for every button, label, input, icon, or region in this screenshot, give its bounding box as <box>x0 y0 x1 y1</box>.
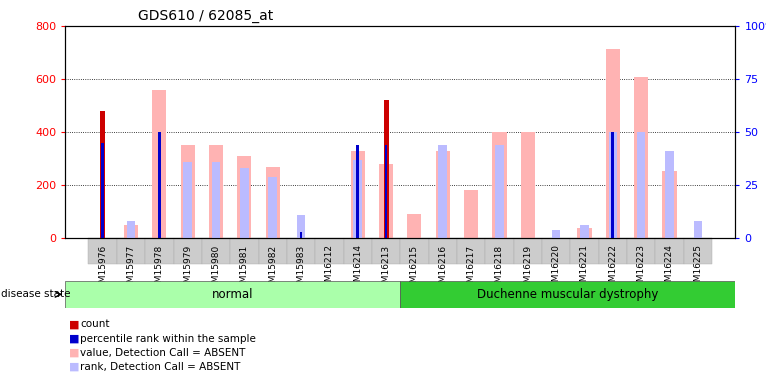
Text: ■: ■ <box>69 362 80 372</box>
Bar <box>655 238 683 264</box>
Bar <box>259 238 287 264</box>
Bar <box>495 145 504 238</box>
Bar <box>408 214 421 238</box>
Bar <box>240 168 249 238</box>
Bar <box>637 132 646 238</box>
Bar <box>183 162 192 238</box>
Bar <box>401 281 735 308</box>
Bar <box>344 238 372 264</box>
Bar <box>146 238 174 264</box>
Bar <box>316 238 344 264</box>
Bar <box>428 238 457 264</box>
Bar <box>101 143 104 238</box>
Bar <box>268 177 277 238</box>
Text: ■: ■ <box>69 320 80 329</box>
Bar <box>89 238 117 264</box>
Bar <box>606 49 620 238</box>
Bar <box>385 145 388 238</box>
Bar <box>457 238 485 264</box>
Text: value, Detection Call = ABSENT: value, Detection Call = ABSENT <box>80 348 246 358</box>
Text: Duchenne muscular dystrophy: Duchenne muscular dystrophy <box>477 288 659 301</box>
Bar <box>598 238 627 264</box>
Text: percentile rank within the sample: percentile rank within the sample <box>80 334 257 344</box>
Bar <box>542 238 570 264</box>
Bar <box>608 132 617 238</box>
Bar <box>611 132 614 238</box>
Bar <box>351 151 365 238</box>
Bar <box>158 132 161 238</box>
Bar <box>485 238 513 264</box>
Bar <box>665 151 674 238</box>
Bar <box>513 238 542 264</box>
Text: count: count <box>80 320 110 329</box>
Bar <box>627 238 655 264</box>
Bar <box>578 228 591 238</box>
Bar <box>181 146 195 238</box>
Bar <box>683 238 712 264</box>
Bar <box>493 132 506 238</box>
Bar <box>464 190 478 238</box>
Bar <box>634 76 648 238</box>
Bar <box>384 100 388 238</box>
Bar <box>296 215 306 238</box>
Text: GDS610 / 62085_at: GDS610 / 62085_at <box>138 9 273 23</box>
Bar <box>372 238 401 264</box>
Bar <box>211 162 221 238</box>
Text: rank, Detection Call = ABSENT: rank, Detection Call = ABSENT <box>80 362 241 372</box>
Text: normal: normal <box>212 288 254 301</box>
Bar <box>202 238 231 264</box>
Bar <box>552 230 561 238</box>
Bar <box>356 145 359 238</box>
Text: disease state: disease state <box>1 290 70 299</box>
Text: ■: ■ <box>69 348 80 358</box>
Bar <box>124 225 138 238</box>
Bar <box>438 145 447 238</box>
Bar <box>693 221 702 238</box>
Bar <box>379 164 393 238</box>
Bar <box>231 238 259 264</box>
Bar <box>237 156 251 238</box>
Bar <box>266 166 280 238</box>
Bar <box>580 225 589 238</box>
Bar <box>570 238 598 264</box>
Bar <box>117 238 146 264</box>
Bar <box>100 111 105 238</box>
Bar <box>287 238 316 264</box>
Bar <box>300 232 303 238</box>
Bar <box>209 145 223 238</box>
Bar <box>174 238 202 264</box>
Bar <box>126 221 136 238</box>
Bar <box>436 151 450 238</box>
Bar <box>521 132 535 238</box>
Bar <box>353 160 362 238</box>
Text: ■: ■ <box>69 334 80 344</box>
Bar <box>663 171 676 238</box>
Bar <box>401 238 428 264</box>
Bar <box>65 281 401 308</box>
Bar <box>152 90 166 238</box>
